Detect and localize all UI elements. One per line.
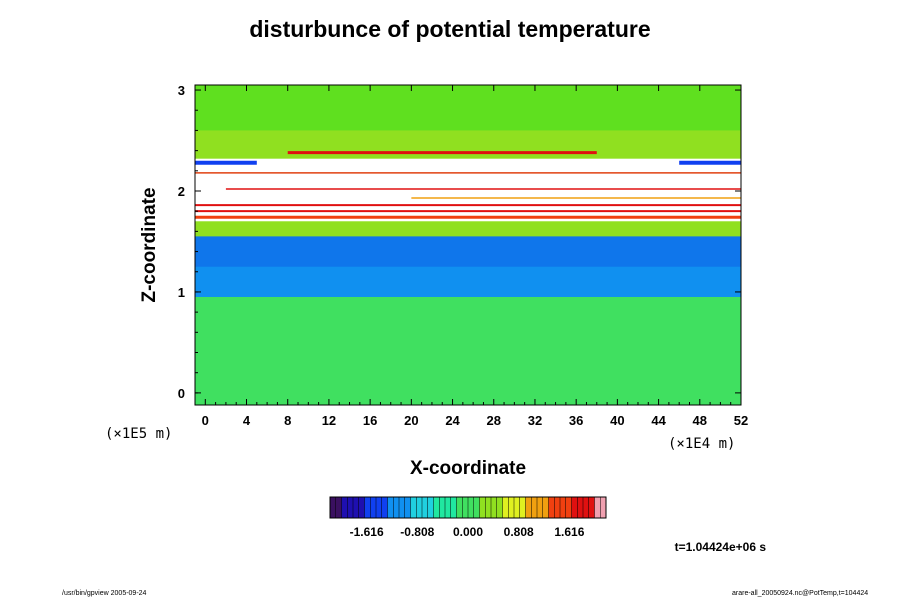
colorbar-cell	[370, 497, 377, 518]
colorbar-cell	[560, 497, 567, 518]
x-tick-label: 48	[693, 413, 707, 428]
colorbar-cell	[445, 497, 452, 518]
colorbar-cell	[427, 497, 434, 518]
colorbar-cell	[537, 497, 544, 518]
plot-frame	[194, 84, 742, 406]
colorbar-cell	[583, 497, 590, 518]
x-tick-label: 36	[569, 413, 583, 428]
x-tick-label: 44	[651, 413, 666, 428]
upper-texture	[195, 85, 741, 131]
colorbar-cell	[422, 497, 429, 518]
colorbar-cell	[531, 497, 538, 518]
colorbar-cell	[571, 497, 578, 518]
colorbar-cell	[393, 497, 400, 518]
colorbar-tick-label: 1.616	[554, 525, 584, 539]
colorbar-cell	[594, 497, 601, 518]
y-tick-label: 1	[178, 285, 185, 300]
colorbar-cell	[479, 497, 486, 518]
colorbar-cell	[548, 497, 555, 518]
colorbar-cell	[387, 497, 394, 518]
y-axis-unit: (×1E5 m)	[105, 426, 173, 442]
time-label: t=1.04424e+06 s	[674, 540, 766, 554]
x-tick-label: 24	[445, 413, 460, 428]
x-tick-label: 32	[528, 413, 542, 428]
colorbar-cell	[508, 497, 515, 518]
y-tick-label: 3	[178, 83, 185, 98]
colorbar-cell	[347, 497, 354, 518]
x-tick-label: 40	[610, 413, 624, 428]
y-tick-label: 2	[178, 184, 185, 199]
colorbar-cell	[519, 497, 526, 518]
colorbar-cell	[335, 497, 342, 518]
colorbar-cell	[364, 497, 371, 518]
colorbar-cell	[456, 497, 463, 518]
colorbar-cell	[514, 497, 521, 518]
x-tick-label: 0	[202, 413, 209, 428]
band-dark	[195, 236, 741, 267]
x-tick-label: 20	[404, 413, 418, 428]
field-layer-2	[195, 296, 741, 405]
x-tick-label: 28	[487, 413, 501, 428]
colorbar-cell	[468, 497, 475, 518]
colorbar-cell	[353, 497, 360, 518]
colorbar-cell	[439, 497, 446, 518]
colorbar-cell	[410, 497, 417, 518]
x-axis-unit: (×1E4 m)	[668, 436, 736, 452]
colorbar-cell	[502, 497, 509, 518]
y-axis-label: Z-coordinate	[139, 187, 160, 303]
colorbar-cell	[416, 497, 423, 518]
y-tick-label: 0	[178, 386, 185, 401]
colorbar-cell	[577, 497, 584, 518]
x-tick-label: 8	[284, 413, 291, 428]
colorbar-cell	[433, 497, 440, 518]
colorbar-cell	[542, 497, 549, 518]
x-axis-label: X-coordinate	[409, 458, 527, 479]
footer-right: arare-all_20050924.nc@PotTemp,t=104424	[732, 590, 869, 597]
colorbar-cell	[554, 497, 561, 518]
colorbar-frame	[329, 496, 607, 519]
colorbar-cell	[473, 497, 480, 518]
x-tick-label: 4	[243, 413, 251, 428]
colorbar-cell	[381, 497, 388, 518]
colorbar-cell	[588, 497, 595, 518]
x-tick-label: 52	[734, 413, 748, 428]
colorbar-tick-label: -0.808	[400, 525, 434, 539]
colorbar-cell	[341, 497, 348, 518]
colorbar-cell	[485, 497, 492, 518]
colorbar-cell	[600, 497, 607, 518]
colorbar-cell	[462, 497, 469, 518]
colorbar-cell	[399, 497, 406, 518]
colorbar-cell	[330, 497, 337, 518]
colorbar-cell	[450, 497, 457, 518]
colorbar-cell	[491, 497, 498, 518]
colorbar-cell	[358, 497, 365, 518]
chart-title: disturbunce of potential temperature	[249, 16, 651, 42]
colorbar-tick-label: -1.616	[350, 525, 384, 539]
colorbar-cell	[404, 497, 411, 518]
x-tick-label: 16	[363, 413, 377, 428]
footer-left: /usr/bin/gpview 2005-09-24	[62, 590, 147, 597]
colorbar-cell	[376, 497, 383, 518]
colorbar-tick-label: 0.000	[453, 525, 483, 539]
colorbar-cell	[525, 497, 532, 518]
x-tick-label: 12	[322, 413, 336, 428]
colorbar-cell	[496, 497, 503, 518]
colorbar-cell	[565, 497, 572, 518]
colorbar-tick-label: 0.808	[504, 525, 534, 539]
